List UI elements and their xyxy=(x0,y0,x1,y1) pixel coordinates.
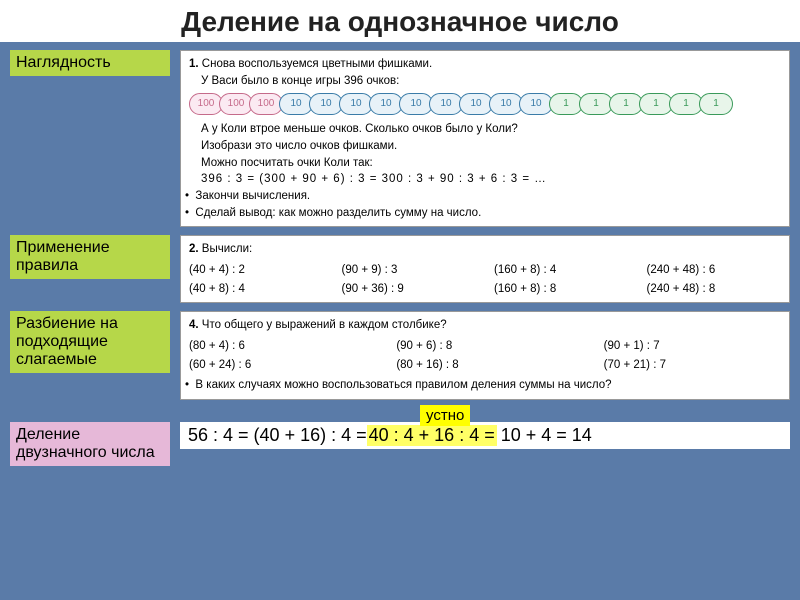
bullet-icon: • xyxy=(185,207,195,219)
expr-cell: (240 + 48) : 8 xyxy=(647,281,782,298)
panel-4: 4. Что общего у выражений в каждом столб… xyxy=(180,311,790,400)
panel-1-line4: Изобрази это число очков фишками. xyxy=(201,138,397,155)
chip: 10 xyxy=(429,93,463,115)
expr-cell: (60 + 24) : 6 xyxy=(189,357,366,374)
panel-1-num: 1. xyxy=(189,58,199,70)
panel-final: 56 : 4 = (40 + 16) : 4 = 40 : 4 + 16 : 4… xyxy=(180,422,790,449)
expr-cell: (90 + 1) : 7 xyxy=(604,338,781,355)
label-split: Разбиение на подходящие слагаемые xyxy=(10,311,170,373)
expr-cell: (90 + 36) : 9 xyxy=(342,281,477,298)
panel-4-num: 4. xyxy=(189,319,199,331)
label-oral: устно xyxy=(420,405,470,426)
chip: 10 xyxy=(309,93,343,115)
panel-4-q: В каких случаях можно воспользоваться пр… xyxy=(195,379,611,391)
chip: 10 xyxy=(339,93,373,115)
expr-cell: (80 + 4) : 6 xyxy=(189,338,366,355)
chip-row: 100100100101010101010101010111111 xyxy=(189,93,781,115)
chip: 1 xyxy=(579,93,613,115)
label-visual: Наглядность xyxy=(10,50,170,76)
panel-1-line2: У Васи было в конце игры 396 очков: xyxy=(201,73,399,90)
panel-1-expr: 396 : 3 = (300 + 90 + 6) : 3 = 300 : 3 +… xyxy=(201,171,547,188)
expr-cell: (40 + 4) : 2 xyxy=(189,262,324,279)
chip: 10 xyxy=(459,93,493,115)
chip: 1 xyxy=(669,93,703,115)
label-two-digit: Деление двузначного числа xyxy=(10,422,170,466)
chip: 1 xyxy=(639,93,673,115)
chip: 100 xyxy=(219,93,253,115)
chip: 100 xyxy=(189,93,223,115)
panel-4-grid: (80 + 4) : 6 (90 + 6) : 8 (90 + 1) : 7 (60 … xyxy=(189,338,781,373)
expr-cell: (90 + 9) : 3 xyxy=(342,262,477,279)
chip: 10 xyxy=(519,93,553,115)
chip: 10 xyxy=(279,93,313,115)
panel-2-num: 2. xyxy=(189,243,199,255)
panel-1-b1: Закончи вычисления. xyxy=(195,190,310,202)
expr-cell: (240 + 48) : 6 xyxy=(647,262,782,279)
panel-1-line3: А у Коли втрое меньше очков. Сколько очк… xyxy=(201,121,518,138)
final-mid: 40 : 4 + 16 : 4 = xyxy=(367,425,497,446)
expr-cell: (160 + 8) : 4 xyxy=(494,262,629,279)
bullet-icon: • xyxy=(185,190,195,202)
page-title: Деление на однозначное число xyxy=(0,0,800,42)
content-area: Наглядность 1. Снова воспользуемся цветн… xyxy=(0,42,800,474)
chip: 10 xyxy=(399,93,433,115)
expr-cell: (160 + 8) : 8 xyxy=(494,281,629,298)
chip: 10 xyxy=(489,93,523,115)
final-lhs: 56 : 4 = (40 + 16) : 4 = xyxy=(188,425,367,446)
expr-cell: (90 + 6) : 8 xyxy=(396,338,573,355)
panel-1-line1: Снова воспользуемся цветными фишками. xyxy=(202,58,432,70)
expr-cell: (80 + 16) : 8 xyxy=(396,357,573,374)
chip: 100 xyxy=(249,93,283,115)
panel-1-line5: Можно посчитать очки Коли так: xyxy=(201,155,373,172)
panel-2: 2. Вычисли: (40 + 4) : 2 (90 + 9) : 3 (160… xyxy=(180,235,790,303)
label-rule: Применение правила xyxy=(10,235,170,279)
final-rhs: 10 + 4 = 14 xyxy=(501,425,592,446)
row-rule: Применение правила 2. Вычисли: (40 + 4) … xyxy=(10,235,790,303)
panel-2-head: Вычисли: xyxy=(202,243,252,255)
panel-4-head: Что общего у выражений в каждом столбике… xyxy=(202,319,447,331)
chip: 1 xyxy=(609,93,643,115)
row-visual: Наглядность 1. Снова воспользуемся цветн… xyxy=(10,50,790,227)
bullet-icon: • xyxy=(185,379,195,391)
chip: 1 xyxy=(549,93,583,115)
row-split: Разбиение на подходящие слагаемые 4. Что… xyxy=(10,311,790,400)
chip: 1 xyxy=(699,93,733,115)
panel-1-b2: Сделай вывод: как можно разделить сумму … xyxy=(195,207,481,219)
expr-cell: (70 + 21) : 7 xyxy=(604,357,781,374)
expr-cell: (40 + 8) : 4 xyxy=(189,281,324,298)
chip: 10 xyxy=(369,93,403,115)
panel-2-grid: (40 + 4) : 2 (90 + 9) : 3 (160 + 8) : 4 (24… xyxy=(189,262,781,297)
row-two-digit: Деление двузначного числа 56 : 4 = (40 +… xyxy=(10,422,790,466)
panel-1: 1. Снова воспользуемся цветными фишками.… xyxy=(180,50,790,227)
